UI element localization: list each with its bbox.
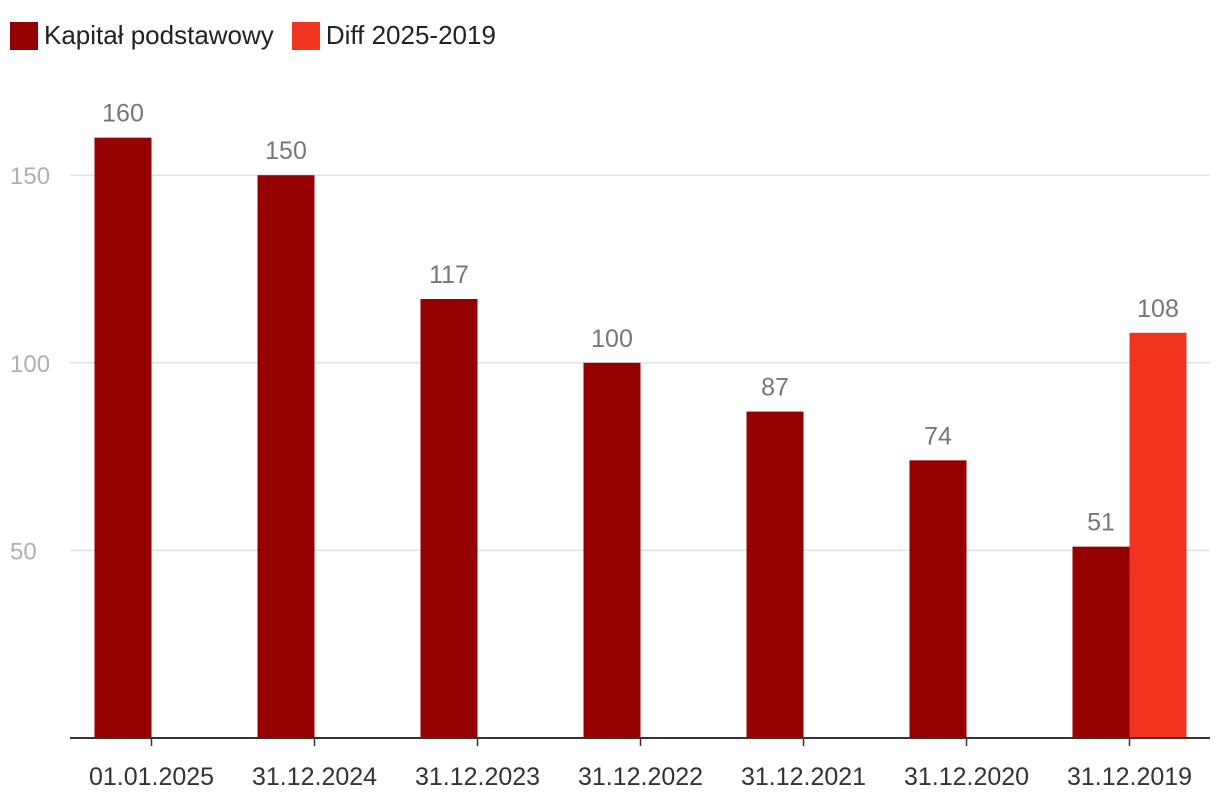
y-tick-label-100: 100: [10, 351, 50, 378]
x-axis: 01.01.2025 31.12.2024 31.12.2023 31.12.2022…: [70, 737, 1210, 791]
bar-kapital-31.12.2021[interactable]: [746, 411, 804, 738]
data-label-kapital-01.01.2025: 160: [102, 100, 144, 128]
data-labels: 160 150 117 100 87 74 51 108: [102, 100, 1179, 537]
x-tick-label-01.01.2025: 01.01.2025: [89, 763, 214, 791]
y-axis: 50 100 150: [10, 163, 50, 565]
x-tick-label-31.12.2021: 31.12.2021: [741, 763, 866, 791]
bar-kapital-31.12.2023[interactable]: [420, 299, 478, 738]
data-label-diff-31.12.2019: 108: [1137, 295, 1179, 323]
bar-diff-31.12.2019[interactable]: [1129, 332, 1187, 738]
data-label-kapital-31.12.2021: 87: [761, 374, 789, 402]
data-label-kapital-31.12.2024: 150: [265, 137, 307, 165]
bar-kapital-31.12.2019[interactable]: [1072, 546, 1130, 738]
bar-kapital-01.01.2025[interactable]: [94, 137, 152, 738]
x-tick-label-31.12.2024: 31.12.2024: [252, 763, 377, 791]
x-tick-label-31.12.2020: 31.12.2020: [904, 763, 1029, 791]
data-label-kapital-31.12.2020: 74: [924, 422, 952, 450]
legend-swatch-diff: [291, 21, 320, 50]
bar-kapital-31.12.2022[interactable]: [583, 362, 641, 738]
legend: Kapitał podstawowy Diff 2025-2019: [10, 20, 496, 51]
data-label-kapital-31.12.2023: 117: [429, 261, 469, 289]
y-tick-label-150: 150: [10, 163, 50, 190]
y-tick-label-50: 50: [10, 538, 37, 565]
legend-item-kapital[interactable]: Kapitał podstawowy: [10, 20, 274, 51]
legend-item-diff[interactable]: Diff 2025-2019: [291, 20, 496, 51]
x-tick-label-31.12.2022: 31.12.2022: [578, 763, 703, 791]
legend-swatch-kapital: [10, 21, 38, 50]
bars: [94, 137, 1187, 738]
legend-label-kapital: Kapitał podstawowy: [44, 20, 274, 50]
data-label-kapital-31.12.2019: 51: [1087, 509, 1115, 537]
data-label-kapital-31.12.2022: 100: [591, 325, 633, 353]
bar-kapital-31.12.2020[interactable]: [909, 460, 967, 738]
bar-kapital-31.12.2024[interactable]: [257, 175, 315, 738]
x-tick-label-31.12.2023: 31.12.2023: [415, 763, 540, 791]
x-tick-label-31.12.2019: 31.12.2019: [1067, 763, 1192, 791]
legend-label-diff: Diff 2025-2019: [325, 20, 496, 50]
